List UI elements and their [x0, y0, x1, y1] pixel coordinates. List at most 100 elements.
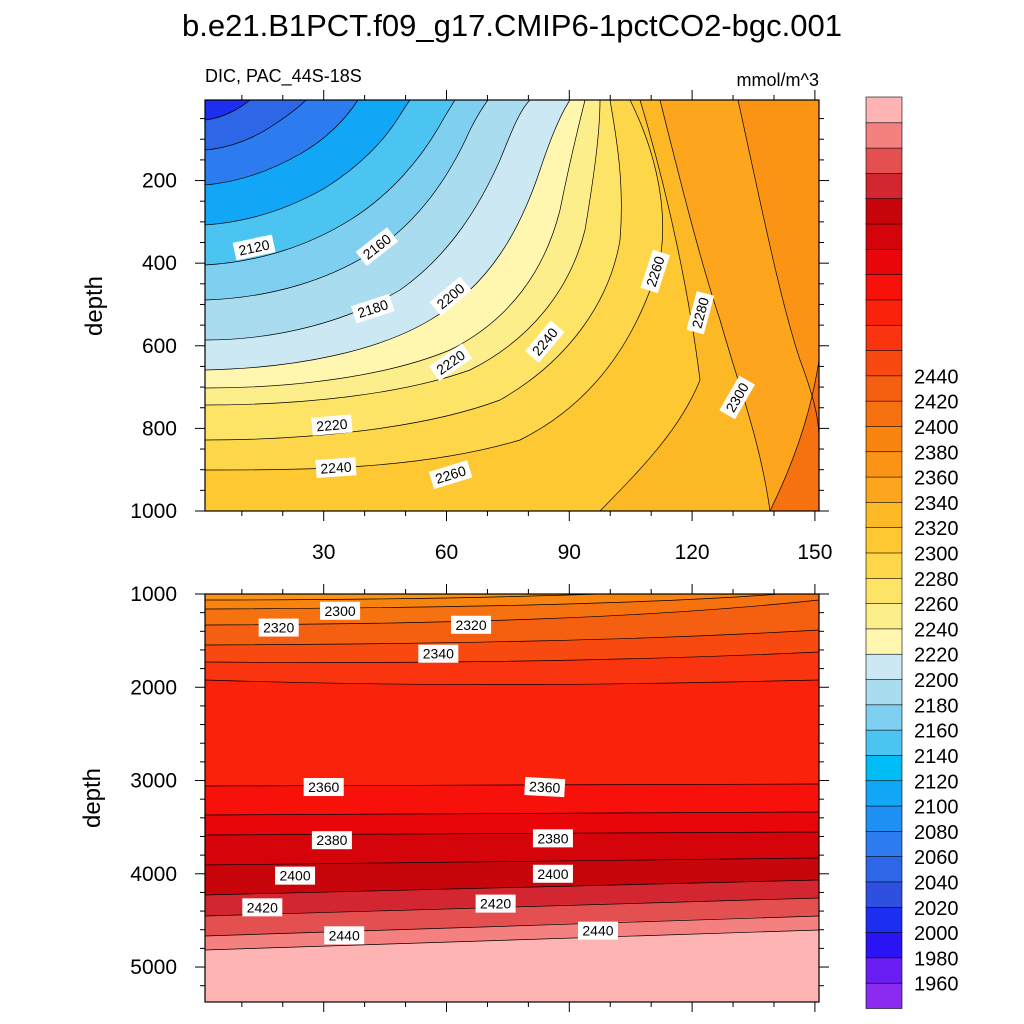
upper-fill-2140 [205, 100, 455, 265]
colorbar-swatch [865, 805, 903, 832]
colorbar-swatch [865, 501, 903, 528]
colorbar-swatch [865, 628, 903, 655]
y-tick-label: 600 [142, 335, 177, 358]
y-tick-label: 2000 [130, 676, 177, 699]
contour-label: 2280 [686, 291, 715, 335]
contour-label-text: 2300 [325, 603, 356, 619]
contour-label-text: 2400 [537, 866, 568, 882]
colorbar-swatch [865, 223, 903, 250]
contour-label-bg [303, 778, 344, 797]
colorbar-label: 2140 [914, 746, 959, 768]
upper-cl-5 [205, 100, 456, 266]
x-tick-label: 60 [435, 541, 458, 564]
colorbar-label: 2020 [914, 898, 959, 920]
contour-label-bg [311, 414, 353, 436]
contour-label: 2440 [577, 921, 618, 940]
colorbar-label: 2200 [914, 670, 959, 692]
contour-label-bg [719, 375, 755, 420]
lower-cl-3 [205, 599, 819, 626]
contour-label-bg [475, 894, 516, 913]
contour-label-text: 2240 [320, 459, 352, 477]
upper-cl-1 [205, 100, 251, 121]
contour-label-bg [324, 926, 365, 945]
contour-label: 2440 [324, 926, 365, 945]
colorbar-swatch [865, 602, 903, 630]
upper-fill-2260 [205, 100, 700, 511]
upper-cl-4 [205, 100, 411, 226]
contour-label: 2380 [311, 831, 352, 850]
colorbar-label: 2280 [914, 569, 959, 591]
colorbar-swatch [865, 957, 903, 984]
upper-cl-2 [205, 100, 307, 151]
lower-frame [204, 593, 820, 1003]
colorbar-swatch [865, 425, 903, 453]
contour-label: 2420 [242, 898, 283, 917]
y-tick-label: 1000 [130, 583, 177, 606]
lower-cl-2 [205, 594, 781, 610]
upper-axis-ticks: 30 60 90 120 150 200 400 600 800 1000 [130, 90, 832, 564]
colorbar-label: 2240 [914, 619, 959, 641]
upper-frame [204, 99, 820, 512]
x-tick-label: 30 [312, 541, 335, 564]
colorbar-label: 2300 [914, 544, 959, 566]
upper-cl-10 [205, 100, 601, 406]
upper-cl-16 [769, 359, 819, 511]
lower-cl-4 [205, 629, 819, 646]
colorbar-swatch [865, 678, 903, 706]
colorbar-swatch [865, 400, 903, 427]
contour-label-bg [532, 864, 573, 883]
contour-label-bg [451, 615, 492, 634]
colorbar-label: 2380 [914, 442, 959, 464]
contour-label-bg [428, 460, 473, 490]
y-tick-label: 800 [142, 417, 177, 440]
contour-label: 2400 [532, 864, 573, 883]
colorbar-swatch [865, 299, 903, 326]
x-tick-label: 90 [558, 541, 581, 564]
contour-label-bg [355, 227, 399, 267]
contour-label: 2340 [418, 644, 459, 663]
contour-label-text: 2380 [537, 830, 568, 846]
contour-label: 2240 [315, 457, 357, 479]
colorbar-label: 2180 [914, 695, 959, 717]
colorbar-swatch [865, 881, 903, 908]
colorbar-label: 1960 [914, 974, 959, 996]
colorbar-label: 2340 [914, 493, 959, 515]
contour-label-text: 2340 [423, 646, 454, 662]
colorbar-swatch [865, 779, 903, 807]
contour-label-bg [258, 618, 299, 637]
contour-label: 2120 [232, 234, 276, 261]
contour-label-bg [429, 276, 472, 316]
left-subtitle: DIC, PAC_44S-18S [205, 66, 362, 87]
upper-fill-2020 [205, 100, 250, 120]
upper-fill-2060 [205, 100, 306, 150]
colorbar-swatch [865, 147, 903, 174]
colorbar-swatch [865, 197, 903, 225]
contour-label-bg [242, 898, 283, 917]
upper-fill-2170 [205, 100, 530, 340]
colorbar-label: 2060 [914, 847, 959, 869]
upper-ylabel: depth [81, 276, 108, 336]
upper-cl-9 [205, 100, 586, 389]
colorbar-swatch [865, 526, 903, 554]
upper-fill-2180 [205, 100, 570, 370]
y-tick-label: 5000 [130, 956, 177, 979]
contour-label-text: 2320 [455, 617, 486, 633]
lower-cl-11 [205, 879, 819, 896]
contour-label: 2360 [524, 777, 566, 798]
colorbar-label: 2440 [914, 366, 959, 388]
upper-fill-2210 [205, 100, 600, 405]
colorbar-label: 2160 [914, 721, 959, 743]
colorbar-swatch [865, 273, 903, 301]
upper-cl-3 [205, 100, 359, 186]
contour-label: 2360 [303, 778, 344, 797]
units-subtitle: mmol/m^3 [737, 70, 819, 90]
colorbar-swatch [865, 122, 903, 149]
colorbar-swatch [865, 982, 903, 1009]
colorbar-swatch [865, 552, 903, 579]
upper-fill-2200 [205, 100, 585, 388]
contour-label-text: 2120 [237, 236, 271, 258]
upper-fill-2100 [205, 100, 358, 185]
colorbar-label: 2040 [914, 872, 959, 894]
